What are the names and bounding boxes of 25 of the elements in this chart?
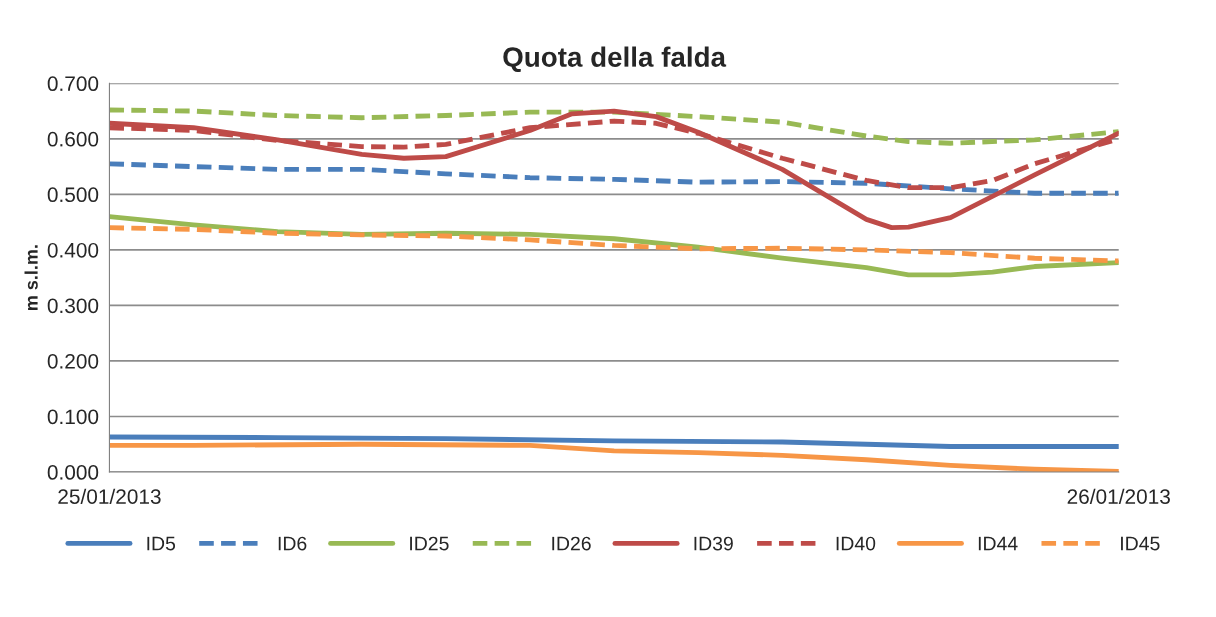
y-axis-title: m s.l.m. <box>24 245 38 311</box>
legend-label: ID39 <box>694 536 733 551</box>
y-tick-label: 0.300 <box>47 298 99 314</box>
legend-label: ID25 <box>410 536 449 551</box>
y-tick-label: 0.500 <box>47 187 99 203</box>
line-series <box>109 108 1119 231</box>
legend-label: ID26 <box>552 536 591 551</box>
line-series <box>109 225 1119 264</box>
x-tick-label: 25/01/2013 <box>58 488 161 504</box>
legend-label: ID40 <box>836 536 876 551</box>
legend-label: ID44 <box>978 536 1018 551</box>
y-tick-label: 0.400 <box>47 242 99 258</box>
y-tick-label: 0.700 <box>47 76 99 92</box>
y-tick-label: 0.100 <box>47 409 99 425</box>
y-tick-label: 0.600 <box>47 131 99 147</box>
y-tick-label: 0.000 <box>47 465 99 480</box>
y-tick-label: 0.200 <box>47 353 99 369</box>
line-series <box>109 161 1119 196</box>
line-series <box>109 107 1119 146</box>
chart-title: Quota della falda <box>503 46 727 73</box>
legend-label: ID45 <box>1121 536 1160 551</box>
legend-label: ID6 <box>278 536 307 551</box>
x-tick-label: 26/01/2013 <box>1067 488 1170 504</box>
legend-label: ID5 <box>147 536 176 551</box>
line-series <box>109 434 1119 449</box>
